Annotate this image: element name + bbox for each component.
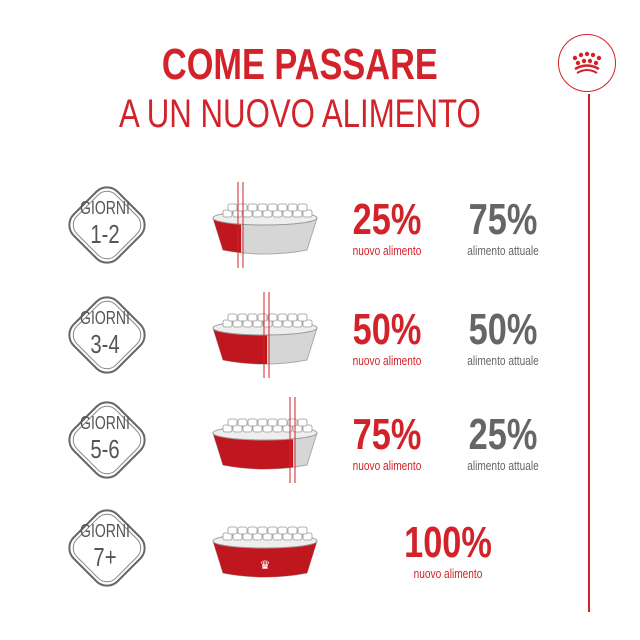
new-food-percent: 25% nuovo alimento	[352, 195, 422, 259]
giorni-label: GIORNI	[80, 413, 130, 433]
days-label: 1-2	[90, 219, 120, 249]
royal-crown-icon	[558, 34, 616, 92]
day-badge-text: GIORNI 5-6	[55, 413, 155, 464]
current-food-percent: 75% alimento attuale	[467, 195, 539, 259]
giorni-label: GIORNI	[80, 308, 130, 328]
new-food-percent: 75% nuovo alimento	[352, 410, 422, 474]
food-bowl-icon: ♛	[212, 526, 318, 578]
day-badge-text: GIORNI 7+	[55, 521, 155, 572]
new-food-percent: 50% nuovo alimento	[352, 305, 422, 369]
giorni-label: GIORNI	[80, 521, 130, 541]
day-badge-text: GIORNI 3-4	[55, 308, 155, 359]
crown-mark: ♛	[260, 558, 271, 572]
title-line-2: A UN NUOVO ALIMENTO	[119, 92, 481, 136]
day-badge-text: GIORNI 1-2	[55, 198, 155, 249]
timeline-line	[588, 94, 590, 612]
new-food-percent: 100% nuovo alimento	[404, 518, 492, 582]
days-label: 7+	[93, 542, 117, 572]
food-bowl-icon	[212, 182, 318, 268]
current-food-percent: 25% alimento attuale	[467, 410, 539, 474]
days-label: 3-4	[90, 329, 120, 359]
current-food-percent: 50% alimento attuale	[467, 305, 539, 369]
food-bowl-icon	[212, 292, 318, 378]
food-bowl-icon	[212, 397, 318, 483]
giorni-label: GIORNI	[80, 198, 130, 218]
title-line-1: COME PASSARE	[162, 40, 438, 89]
days-label: 5-6	[90, 434, 120, 464]
